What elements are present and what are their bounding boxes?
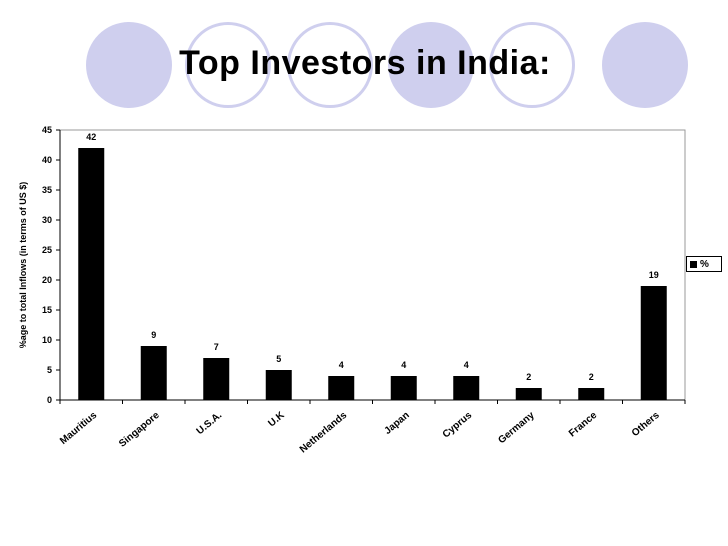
decor-circle-3 bbox=[287, 22, 373, 108]
bar-japan bbox=[390, 376, 417, 400]
data-label: 19 bbox=[649, 270, 659, 280]
chart-bars bbox=[78, 148, 667, 400]
bar-others bbox=[640, 286, 667, 400]
data-label: 2 bbox=[589, 372, 594, 382]
chart-x-tick-labels: Mauritius Singapore U.S.A. U.K Netherlands Ja… bbox=[58, 409, 662, 455]
data-label: 9 bbox=[151, 330, 156, 340]
chart-legend: % bbox=[686, 256, 722, 272]
y-tick-label: 15 bbox=[42, 305, 52, 315]
x-tick-label: Cyprus bbox=[441, 410, 475, 441]
data-label: 4 bbox=[339, 360, 344, 370]
x-tick-label: Germany bbox=[496, 410, 537, 447]
data-label: 4 bbox=[464, 360, 469, 370]
x-tick-label: Mauritius bbox=[58, 410, 99, 447]
y-tick-label: 35 bbox=[42, 185, 52, 195]
y-tick-label: 25 bbox=[42, 245, 52, 255]
bar-netherlands bbox=[328, 376, 355, 400]
legend-label: % bbox=[700, 258, 709, 270]
decor-circle-6 bbox=[602, 22, 688, 108]
legend-swatch bbox=[690, 260, 697, 268]
decor-circle-1 bbox=[86, 22, 172, 108]
y-tick-label: 5 bbox=[47, 365, 52, 375]
x-tick-label: Others bbox=[630, 410, 662, 439]
x-tick-label: Singapore bbox=[117, 410, 162, 450]
data-label: 42 bbox=[86, 132, 96, 142]
data-label: 5 bbox=[276, 354, 281, 364]
decor-circle-2 bbox=[185, 22, 271, 108]
y-tick-label: 30 bbox=[42, 215, 52, 225]
y-axis-label: %age to total Inflows (in terms of US $) bbox=[18, 182, 28, 349]
x-tick-label: France bbox=[567, 410, 600, 440]
decor-circle-5 bbox=[489, 22, 575, 108]
decor-circle-4 bbox=[388, 22, 474, 108]
bar-germany bbox=[515, 388, 542, 400]
x-tick-label: U.S.A. bbox=[195, 410, 225, 437]
slide-title: Top Investors in India: bbox=[179, 44, 551, 82]
y-tick-label: 40 bbox=[42, 155, 52, 165]
x-tick-label: Netherlands bbox=[298, 410, 350, 456]
x-tick-label: Japan bbox=[382, 410, 411, 437]
bar-u-k bbox=[265, 370, 292, 400]
y-tick-label: 0 bbox=[47, 395, 52, 405]
bar-france bbox=[578, 388, 605, 400]
y-tick-label: 45 bbox=[42, 125, 52, 135]
data-label: 2 bbox=[526, 372, 531, 382]
bar-u-s-a bbox=[203, 358, 230, 400]
bar-singapore bbox=[140, 346, 167, 400]
data-label: 7 bbox=[214, 342, 219, 352]
data-label: 4 bbox=[401, 360, 406, 370]
bar-mauritius bbox=[78, 148, 105, 400]
y-tick-label: 10 bbox=[42, 335, 52, 345]
bar-cyprus bbox=[453, 376, 480, 400]
x-tick-label: U.K bbox=[266, 409, 287, 429]
y-tick-label: 20 bbox=[42, 275, 52, 285]
